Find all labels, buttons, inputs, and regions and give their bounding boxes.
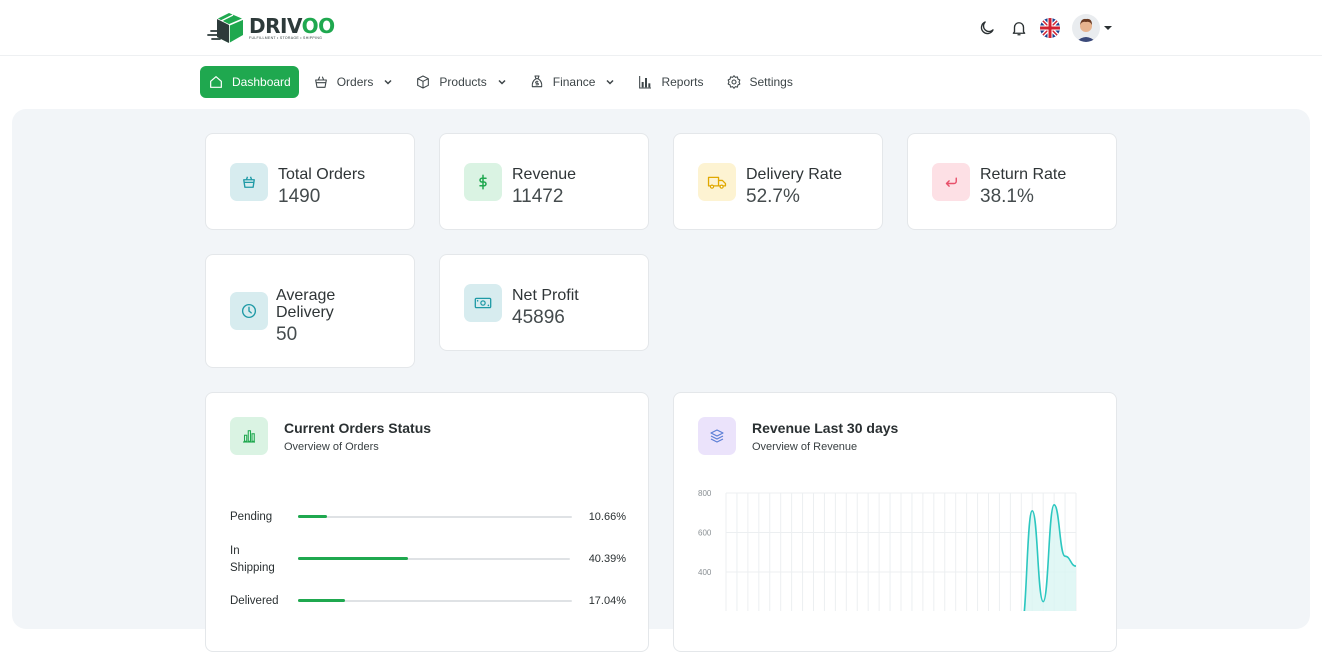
caret-down-icon — [1104, 26, 1112, 30]
section-subtitle: Overview of Orders — [284, 441, 379, 453]
gear-icon — [727, 75, 740, 89]
sec-icon-wrap — [698, 417, 736, 455]
moon-icon — [980, 21, 994, 35]
stat-card-delivery-rate[interactable]: Delivery Rate 52.7% — [673, 133, 883, 230]
stat-icon-wrap — [932, 163, 970, 201]
user-avatar — [1072, 14, 1100, 42]
stat-label: Net Profit — [512, 287, 579, 304]
money-bag-icon — [531, 75, 543, 88]
stat-label: Delivery Rate — [746, 166, 843, 183]
truck-icon — [707, 176, 727, 189]
stat-value: 1490 — [278, 186, 321, 207]
top-bar: DRIVOO FULFILLMENT • STORAGE • SHIPPING — [0, 0, 1322, 56]
clock-icon — [241, 303, 257, 319]
user-menu[interactable] — [1072, 14, 1113, 42]
dollar-icon — [479, 174, 487, 190]
dashboard-panel: Total Orders 1490 Revenue 11472 Delivery… — [12, 109, 1310, 652]
stat-card-return-rate[interactable]: Return Rate 38.1% — [907, 133, 1117, 230]
brand-logo[interactable]: DRIVOO FULFILLMENT • STORAGE • SHIPPING — [203, 11, 335, 45]
stat-label: Average Delivery — [276, 287, 336, 321]
section-title: Current Orders Status — [284, 420, 432, 436]
status-row-delivered: Delivered 17.04% — [230, 593, 626, 613]
stat-value: 11472 — [512, 186, 564, 207]
brand-name: DRIVOO — [249, 13, 335, 38]
stat-card-revenue[interactable]: Revenue 11472 — [439, 133, 649, 230]
uk-flag-icon — [1040, 18, 1060, 38]
nav-reports[interactable]: Reports — [637, 66, 704, 98]
home-icon — [210, 76, 222, 88]
nav-dashboard-label: Dashboard — [232, 75, 291, 89]
revenue-series-line — [1023, 504, 1077, 611]
stat-card-net-profit[interactable]: Net Profit 45896 — [439, 254, 649, 351]
bar-chart-icon — [243, 430, 255, 443]
box-icon — [417, 75, 430, 89]
return-arrow-icon — [945, 177, 957, 187]
stat-icon-wrap — [464, 163, 502, 201]
stat-icon-wrap — [698, 163, 736, 201]
header-actions — [976, 14, 1113, 42]
stat-label: Return Rate — [980, 166, 1067, 183]
status-row-pending: Pending 10.66% — [230, 509, 626, 529]
progress-track — [298, 599, 572, 602]
dark-mode-toggle[interactable] — [976, 14, 998, 42]
stat-value: 50 — [276, 324, 298, 345]
progress-fill — [298, 515, 328, 518]
brand-tagline: FULFILLMENT • STORAGE • SHIPPING — [249, 35, 323, 40]
revenue-chart-card: Revenue Last 30 days Overview of Revenue… — [673, 392, 1117, 652]
stat-value: 38.1% — [980, 186, 1034, 207]
basket-icon — [314, 76, 327, 88]
nav-dashboard[interactable]: Dashboard — [200, 66, 299, 98]
revenue-area-fill — [726, 504, 1076, 611]
status-percent: 17.04% — [588, 595, 626, 607]
y-tick-label: 400 — [698, 568, 712, 577]
y-tick-label: 600 — [698, 529, 712, 538]
bar-chart-icon — [639, 76, 652, 89]
nav-settings[interactable]: Settings — [726, 66, 793, 98]
cash-icon — [474, 297, 492, 309]
section-title: Revenue Last 30 days — [752, 420, 899, 436]
bell-icon — [1012, 22, 1026, 36]
progress-fill — [298, 557, 408, 560]
stat-label: Revenue — [512, 166, 577, 183]
nav-settings-label: Settings — [749, 75, 793, 89]
sec-icon-wrap — [230, 417, 268, 455]
revenue-area-chart: 800 600 400 — [698, 489, 1077, 611]
nav-orders-label: Orders — [336, 75, 374, 89]
stat-label: Total Orders — [278, 166, 366, 183]
nav-reports-label: Reports — [661, 75, 704, 89]
chevron-down-icon — [606, 79, 614, 85]
language-selector[interactable] — [1040, 18, 1060, 38]
logo-box-icon — [207, 13, 244, 43]
nav-finance-label: Finance — [552, 75, 596, 89]
chevron-down-icon — [498, 79, 506, 85]
status-label: Delivered — [230, 595, 279, 607]
stat-value: 45896 — [512, 307, 565, 328]
layers-icon — [710, 429, 724, 443]
status-percent: 10.66% — [588, 511, 626, 523]
nav-products-label: Products — [439, 75, 487, 89]
nav-finance[interactable]: Finance — [529, 66, 616, 98]
stat-value: 52.7% — [746, 186, 800, 207]
stat-card-average-delivery[interactable]: Average Delivery 50 — [205, 254, 415, 368]
section-subtitle: Overview of Revenue — [752, 441, 858, 453]
orders-status-card: Current Orders Status Overview of Orders… — [205, 392, 649, 652]
status-percent: 40.39% — [588, 553, 626, 565]
nav-products[interactable]: Products — [415, 66, 506, 98]
stat-icon-wrap — [230, 163, 268, 201]
nav-orders[interactable]: Orders — [313, 66, 394, 98]
stat-icon-wrap — [464, 284, 502, 322]
progress-fill — [298, 599, 345, 602]
status-row-in-shipping: In Shipping 40.39% — [230, 543, 626, 579]
chevron-down-icon — [384, 79, 392, 85]
status-label: Pending — [230, 511, 273, 523]
main-nav: Dashboard Orders Products Finance Report… — [200, 66, 815, 98]
status-label: In Shipping — [230, 545, 275, 574]
notifications-button[interactable] — [1008, 14, 1030, 42]
stat-icon-wrap — [230, 292, 268, 330]
basket-icon — [243, 176, 255, 188]
y-tick-label: 800 — [698, 489, 712, 498]
progress-track — [298, 515, 572, 518]
stat-card-total-orders[interactable]: Total Orders 1490 — [205, 133, 415, 230]
progress-track — [298, 557, 570, 560]
